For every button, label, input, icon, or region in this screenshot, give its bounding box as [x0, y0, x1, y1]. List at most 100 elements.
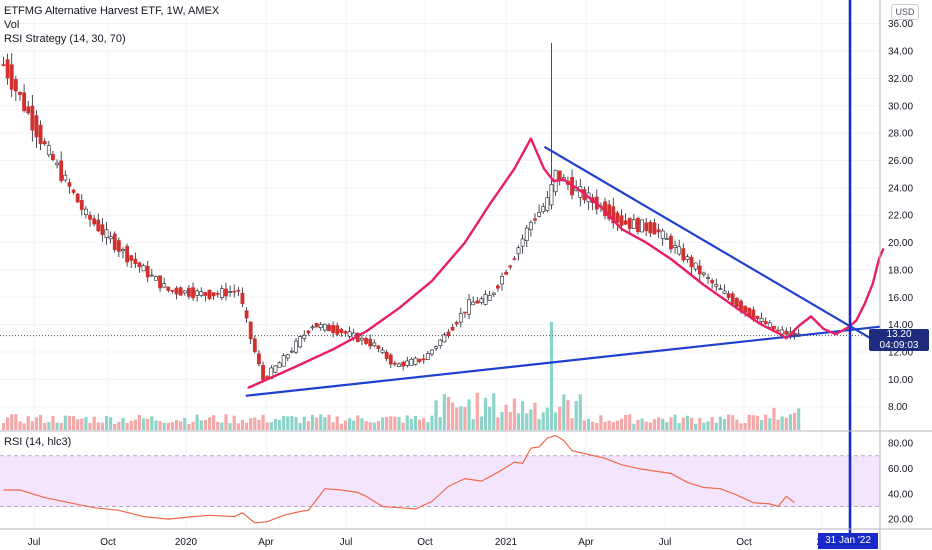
candle-body: [63, 174, 68, 181]
price-tick-label: 36.00: [888, 19, 913, 30]
volume-bar: [315, 417, 319, 430]
volume-bar: [483, 397, 488, 430]
volume-bar: [718, 416, 722, 430]
volume-bar: [63, 415, 67, 430]
volume-bar: [459, 406, 463, 430]
volume-bar: [6, 417, 10, 430]
candle-body: [195, 290, 200, 296]
volume-bar: [277, 419, 282, 430]
time-tick-label: Jul: [340, 537, 353, 548]
candle-body: [500, 276, 504, 285]
candle-body: [755, 315, 760, 319]
volume-bar: [702, 422, 706, 430]
volume-bar: [624, 414, 628, 430]
volume-bar: [380, 417, 385, 430]
time-tick-label: Apr: [258, 537, 274, 548]
volume-bar: [203, 419, 207, 430]
volume-bar: [450, 402, 455, 430]
volume-bar: [310, 414, 315, 430]
volume-bar: [471, 419, 475, 430]
volume-bar: [109, 417, 113, 430]
candle-body: [541, 206, 546, 213]
candle-body: [528, 222, 533, 231]
candlesticks: [1, 42, 801, 383]
volume-bar: [710, 417, 714, 430]
rsi-legend: RSI (14, hlc3): [4, 436, 72, 448]
volume-bar: [236, 423, 240, 430]
time-tick-label: 2020: [175, 537, 198, 548]
volume-bar: [656, 417, 661, 430]
candle-body: [244, 310, 249, 319]
volume-bar: [117, 421, 121, 430]
volume-bar: [133, 419, 137, 430]
candle-body: [512, 258, 517, 260]
candle-body: [631, 219, 636, 229]
volume-bar: [755, 415, 760, 430]
volume-bar: [179, 421, 183, 430]
volume-bar: [55, 422, 59, 430]
volume-bar: [615, 420, 619, 430]
volume-bar: [261, 414, 265, 430]
volume-bar: [76, 419, 80, 430]
candle-body: [627, 217, 632, 229]
price-tick-label: 26.00: [888, 156, 913, 167]
volume-bars: [1, 322, 801, 430]
candle-body: [405, 360, 410, 366]
volume-bar: [191, 421, 195, 430]
volume-bar: [632, 423, 636, 430]
volume-bar: [525, 413, 529, 430]
candle-body: [644, 222, 649, 232]
chart-legend: ETFMG Alternative Harvest ETF, 1W, AMEX …: [4, 4, 219, 46]
rsi-line: [3, 434, 795, 524]
volume-bar: [331, 422, 335, 430]
volume-bar: [253, 417, 257, 430]
volume-bar: [162, 422, 166, 430]
volume-bar: [418, 419, 422, 430]
volume-bar: [269, 422, 273, 430]
volume-bar: [636, 419, 640, 430]
candle-body: [141, 265, 146, 272]
volume-bar: [586, 418, 591, 430]
time-tick-label: Oct: [100, 537, 116, 548]
candle-body: [495, 285, 500, 289]
trendline-drawings[interactable]: [245, 0, 885, 533]
volume-bar: [714, 422, 718, 430]
volume-bar: [323, 417, 327, 430]
candle-body: [372, 342, 377, 347]
candle-body: [42, 141, 47, 145]
candle-body: [516, 247, 521, 255]
currency-badge[interactable]: USD: [891, 4, 919, 20]
candle-body: [257, 353, 261, 365]
volume-bar: [405, 415, 409, 430]
candle-body: [108, 236, 113, 240]
candle-body: [726, 293, 731, 298]
volume-bar: [545, 407, 549, 430]
volume-bar: [257, 419, 261, 430]
candle-body: [347, 331, 352, 337]
volume-bar: [434, 400, 438, 430]
volume-bar: [249, 418, 253, 430]
volume-bar: [232, 415, 236, 430]
candle-body: [434, 346, 439, 349]
candle-body: [310, 326, 315, 329]
volume-bar: [508, 412, 512, 430]
volume-bar: [216, 421, 220, 430]
volume-bar: [500, 411, 504, 430]
volume-bar: [343, 420, 348, 430]
candle-body: [281, 355, 286, 367]
candle-body: [9, 64, 14, 90]
volume-bar: [100, 422, 104, 430]
candle-body: [170, 290, 175, 292]
candle-body: [607, 204, 612, 220]
volume-bar: [442, 394, 446, 430]
candle-body: [368, 338, 373, 347]
candle-body: [289, 350, 294, 353]
volume-bar: [26, 416, 30, 430]
volume-bar: [170, 422, 175, 430]
candle-body: [211, 292, 216, 297]
volume-bar: [764, 414, 768, 430]
volume-bar: [409, 418, 413, 430]
candle-body: [763, 320, 768, 325]
rsi-tick-label: 20.00: [888, 515, 913, 526]
